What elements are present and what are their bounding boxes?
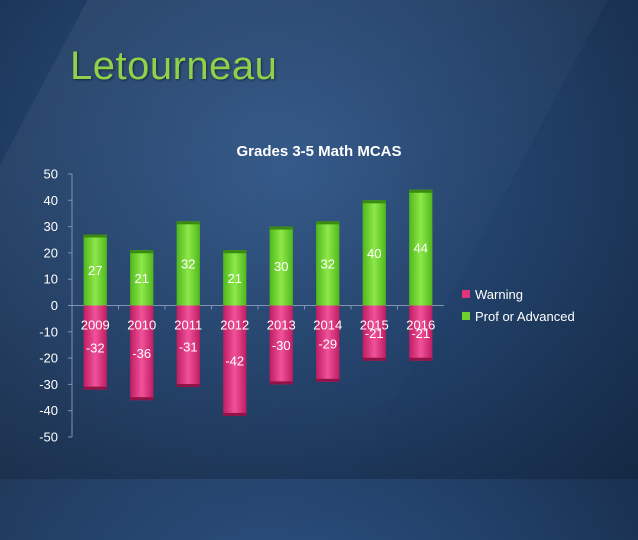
data-label: -29: [318, 337, 337, 352]
x-category-label: 2015: [360, 318, 389, 333]
bar-warning: [130, 305, 154, 401]
bar-edge: [409, 357, 433, 361]
bar-warning: [269, 305, 293, 385]
bar-edge: [269, 226, 293, 230]
legend-swatch: [462, 290, 470, 298]
bar-warning: [316, 305, 340, 382]
data-label: -36: [132, 346, 151, 361]
bar-warning: [176, 305, 200, 388]
x-category-label: 2013: [267, 318, 296, 333]
bar-edge: [176, 221, 200, 225]
x-category-label: 2012: [220, 318, 249, 333]
x-category-label: 2009: [81, 318, 110, 333]
bar-prof-or-advanced: [409, 189, 433, 306]
bar-edge: [83, 234, 107, 238]
legend-label: Prof or Advanced: [475, 309, 575, 324]
bar-edge: [130, 250, 154, 254]
bar-edge: [409, 189, 433, 193]
data-label: 32: [181, 256, 195, 271]
data-label: -42: [225, 354, 244, 369]
chart: Grades 3-5 Math MCAS 50403020100-10-20-3…: [39, 143, 575, 445]
bar-edge: [176, 384, 200, 388]
data-label: -31: [179, 339, 198, 354]
bar-prof-or-advanced: [130, 250, 154, 306]
legend-label: Warning: [475, 287, 523, 302]
bar-prof-or-advanced: [316, 221, 340, 306]
bar-warning: [409, 305, 433, 361]
data-label: 27: [88, 263, 102, 278]
data-label: -21: [365, 326, 384, 341]
y-tick-label: -20: [39, 351, 58, 366]
data-label: 40: [367, 246, 381, 261]
data-label: 32: [321, 256, 335, 271]
bar-prof-or-advanced: [269, 226, 293, 306]
bar-prof-or-advanced: [362, 200, 386, 306]
y-tick-label: -10: [39, 324, 58, 339]
data-label: -21: [411, 326, 430, 341]
data-label: 44: [414, 241, 428, 256]
slide-title: Letourneau: [70, 44, 278, 88]
data-label: 30: [274, 259, 288, 274]
y-tick-label: 0: [51, 298, 58, 313]
bar-edge: [316, 378, 340, 382]
chart-title: Grades 3-5 Math MCAS: [236, 143, 401, 160]
bar-prof-or-advanced: [223, 250, 247, 306]
y-tick-label: 10: [44, 272, 58, 287]
y-tick-label: 40: [44, 193, 58, 208]
bar-edge: [130, 397, 154, 401]
y-tick-label: -30: [39, 377, 58, 392]
bar-edge: [269, 381, 293, 385]
bar-edge: [362, 357, 386, 361]
x-category-label: 2016: [406, 318, 435, 333]
x-category-label: 2011: [174, 318, 202, 333]
y-tick-label: 50: [44, 167, 58, 182]
bar-prof-or-advanced: [176, 221, 200, 306]
x-category-label: 2010: [127, 318, 156, 333]
y-tick-label: -40: [39, 403, 58, 418]
bar-edge: [362, 200, 386, 204]
y-tick-label: -50: [39, 430, 58, 445]
y-tick-label: 20: [44, 245, 58, 260]
bar-edge: [223, 250, 247, 254]
data-label: 21: [135, 271, 149, 286]
data-label: -30: [272, 338, 291, 353]
y-tick-label: 30: [44, 219, 58, 234]
data-label: 21: [228, 271, 242, 286]
bar-warning: [223, 305, 247, 416]
bar-warning: [362, 305, 386, 361]
bar-prof-or-advanced: [83, 234, 107, 306]
bar-edge: [223, 412, 247, 416]
bar-edge: [83, 386, 107, 390]
data-label: -32: [86, 341, 105, 356]
x-category-label: 2014: [313, 318, 342, 333]
bar-warning: [83, 305, 107, 390]
legend-swatch: [462, 312, 470, 320]
bar-edge: [316, 221, 340, 225]
